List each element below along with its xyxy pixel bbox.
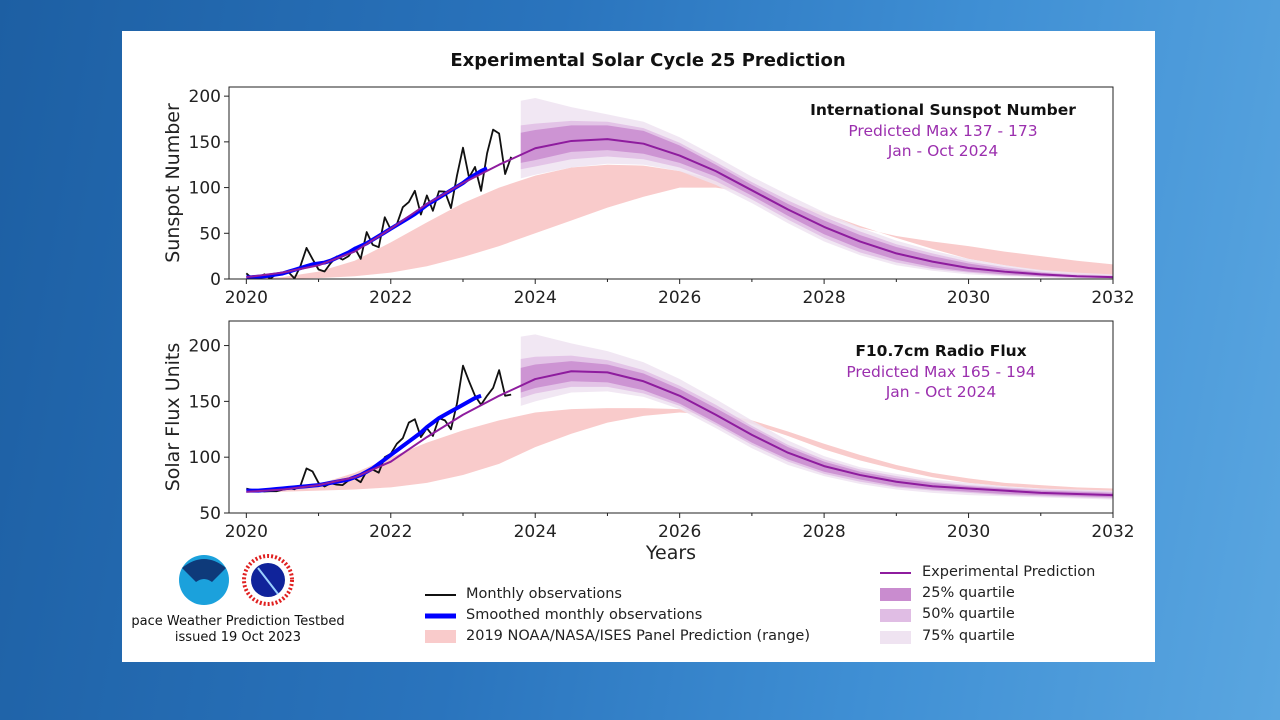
legend-q75: 75% quartile	[922, 628, 1015, 644]
noaa-logo-icon	[179, 555, 229, 605]
noaa-logo-bird	[182, 559, 226, 582]
x-tick-label: 2032	[1091, 522, 1134, 542]
x-tick-label: 2030	[947, 288, 990, 308]
y-tick-label: 50	[199, 224, 221, 244]
y-tick-label: 0	[210, 270, 221, 290]
y-tick-label: 200	[189, 87, 221, 107]
nws-logo-icon	[242, 554, 294, 606]
experimental-prediction-line	[246, 370, 1113, 497]
x-tick-label: 2026	[658, 288, 701, 308]
panel-0: 2020 2022 2024 2026 2028 2030 2032 0 50 100 150 200	[189, 86, 1135, 308]
credit-line1: pace Weather Prediction Testbed	[131, 614, 345, 629]
y-tick-label: 100	[189, 179, 221, 199]
legend-prediction: Experimental Prediction	[922, 564, 1096, 580]
annotation-max: Predicted Max 165 - 194	[846, 362, 1036, 381]
y-tick-label: 150	[189, 392, 221, 412]
annotation-heading: International Sunspot Number	[810, 101, 1076, 119]
annotation-window: Jan - Oct 2024	[885, 383, 997, 401]
x-tick-label: 2024	[514, 522, 557, 542]
x-tick-label: 2028	[802, 288, 845, 308]
flux-annotation: F10.7cm Radio Flux Predicted Max 165 - 1…	[791, 341, 1091, 403]
x-tick-label: 2020	[225, 522, 268, 542]
panel-range-band	[246, 164, 1113, 279]
credit-line2: issued 19 Oct 2023	[174, 630, 302, 645]
legend-swatch-q25	[880, 588, 911, 601]
x-tick-label: 2026	[658, 522, 701, 542]
quartile-25-band	[520, 361, 1113, 498]
y-tick-label: 200	[189, 337, 221, 357]
legend-swatch-q50	[880, 609, 911, 622]
annotation-max: Predicted Max 137 - 173	[848, 121, 1038, 140]
legend-smoothed: Smoothed monthly observations	[466, 607, 703, 623]
credit: pace Weather Prediction Testbed issued 1…	[118, 614, 358, 646]
legend-panel-range: 2019 NOAA/NASA/ISES Panel Prediction (ra…	[466, 628, 810, 644]
y-tick-label: 50	[199, 504, 221, 524]
axes-frame	[228, 86, 1114, 280]
plot-area	[245, 97, 1113, 279]
x-tick-label: 2028	[802, 522, 845, 542]
x-tick-label: 2032	[1091, 288, 1134, 308]
annotation-heading: F10.7cm Radio Flux	[855, 342, 1027, 360]
x-tick-label: 2030	[947, 522, 990, 542]
experimental-prediction-line	[246, 138, 1113, 279]
x-tick-label: 2020	[225, 288, 268, 308]
legend-swatch-panel-range	[425, 630, 456, 643]
annotation-window: Jan - Oct 2024	[887, 142, 999, 160]
panel-1: 2020 2022 2024 2026 2028 2030 2032 50 100 150 200	[189, 320, 1135, 542]
chart-title: Experimental Solar Cycle 25 Prediction	[450, 50, 846, 71]
quartile-50-band	[520, 120, 1113, 279]
x-tick-label: 2022	[369, 288, 412, 308]
legend-monthly: Monthly observations	[466, 586, 622, 602]
legend-q25: 25% quartile	[922, 585, 1015, 601]
x-tick-label: 2024	[514, 288, 557, 308]
y-tick-label: 100	[189, 448, 221, 468]
monthly-observations-line	[245, 128, 512, 279]
plot-area	[246, 334, 1113, 500]
x-axis-label: Years	[645, 542, 697, 564]
legend-q50: 50% quartile	[922, 606, 1015, 622]
quartile-75-band	[520, 334, 1113, 500]
y-axis-label-sunspot: Sunspot Number	[162, 103, 184, 263]
legend-swatch-q75	[880, 631, 911, 644]
y-tick-label: 150	[189, 133, 221, 153]
y-axis-label-flux: Solar Flux Units	[162, 342, 184, 492]
x-tick-label: 2022	[369, 522, 412, 542]
axes-frame	[228, 320, 1114, 514]
panel-range-band	[246, 408, 1113, 492]
nws-logo-bolt	[257, 567, 279, 595]
sunspot-annotation: International Sunspot Number Predicted M…	[793, 100, 1093, 162]
